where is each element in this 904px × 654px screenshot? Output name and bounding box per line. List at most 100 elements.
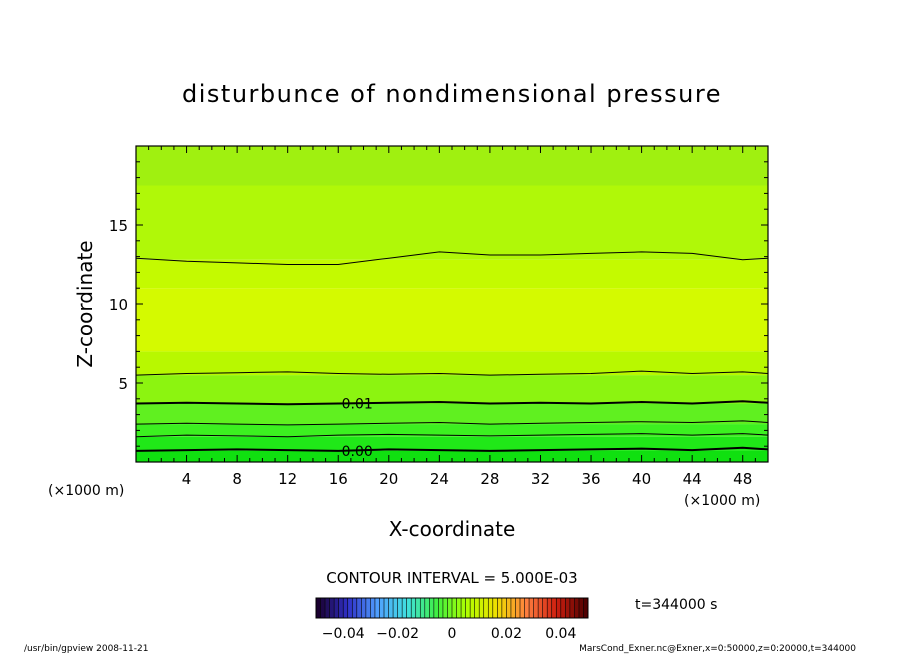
field-bands: [136, 146, 768, 462]
colorbar-cell: [542, 598, 548, 618]
x-tick-label: 48: [733, 470, 752, 488]
colorbar-cell: [325, 598, 330, 618]
y-axis-label: Z-coordinate: [73, 240, 97, 367]
colorbar-cell: [524, 598, 530, 618]
colorbar-tick-label: 0.04: [545, 626, 576, 642]
field-band: [136, 185, 768, 260]
field-band: [136, 424, 768, 437]
colorbar-cell: [334, 598, 339, 618]
colorbar-cell: [497, 598, 502, 618]
colorbar-cell: [461, 598, 466, 618]
colorbar-cell: [515, 598, 520, 618]
colorbar-cell: [547, 598, 552, 618]
colorbar: −0.04 −0.02 0 0.02 0.04: [315, 597, 589, 642]
x-unit-left: (×1000 m): [48, 483, 124, 499]
colorbar-cell: [520, 598, 525, 618]
field-band: [136, 436, 768, 451]
field-band: [136, 351, 768, 376]
colorbar-cell: [379, 598, 384, 618]
colorbar-cell: [411, 598, 416, 618]
contour-line: [136, 433, 768, 438]
colorbar-cell: [470, 598, 475, 618]
colorbar-cell: [356, 598, 362, 618]
chart-title: disturbunce of nondimensional pressure: [182, 80, 722, 108]
field-band: [136, 146, 768, 186]
colorbar-cell: [456, 598, 462, 618]
colorbar-cell: [370, 598, 375, 618]
field-band: [136, 259, 768, 289]
x-tick-label: 40: [632, 470, 651, 488]
x-tick-label: 8: [232, 470, 242, 488]
colorbar-tick-label: −0.04: [322, 626, 365, 642]
contour-line: [136, 400, 768, 406]
contour-label: 0.00: [342, 444, 373, 460]
contour-interval-text: CONTOUR INTERVAL = 5.000E-03: [326, 569, 577, 587]
colorbar-cell: [488, 598, 493, 618]
colorbar-tick-label: 0: [448, 626, 457, 642]
colorbar-cell: [361, 598, 366, 618]
colorbar-cell: [388, 598, 394, 618]
x-tick-label: 12: [278, 470, 297, 488]
colorbar-tick-label: −0.02: [376, 626, 419, 642]
colorbar-cell: [343, 598, 348, 618]
x-axis-label: X-coordinate: [389, 517, 516, 541]
colorbar-cell: [479, 598, 484, 618]
colorbar-cell: [510, 598, 516, 618]
field-band: [136, 375, 768, 404]
colorbar-cell: [393, 598, 398, 618]
x-tick-label: 36: [581, 470, 600, 488]
colorbar-cell: [365, 598, 371, 618]
colorbar-cell: [352, 598, 357, 618]
colorbar-cell: [447, 598, 452, 618]
colorbar-cell: [320, 598, 326, 618]
x-unit-right: (×1000 m): [684, 493, 760, 509]
colorbar-cell: [438, 598, 443, 618]
contour-line: [136, 420, 768, 426]
contour-label: 0.01: [342, 397, 373, 413]
y-tick-label: 5: [118, 375, 128, 393]
colorbar-cell: [574, 598, 579, 618]
colorbar-cell: [420, 598, 425, 618]
colorbar-frame: [315, 597, 589, 619]
colorbar-cell: [501, 598, 507, 618]
colorbar-cell: [316, 598, 321, 618]
colorbar-cell: [384, 598, 389, 618]
colorbar-cell: [529, 598, 534, 618]
contour-line: [136, 251, 768, 265]
colorbar-cell: [551, 598, 557, 618]
colorbar-cell: [424, 598, 430, 618]
colorbar-cell: [442, 598, 448, 618]
colorbar-cell: [569, 598, 575, 618]
x-tick-label: 44: [683, 470, 702, 488]
colorbar-cell: [338, 598, 344, 618]
contour-labels: 0.00 0.01: [342, 397, 373, 460]
colorbar-cell: [452, 598, 457, 618]
colorbar-cell: [538, 598, 543, 618]
colorbar-cell: [565, 598, 570, 618]
x-tick-label: 20: [379, 470, 398, 488]
footer-right: MarsCond_Exner.nc@Exner,x=0:50000,z=0:20…: [579, 644, 856, 654]
contour-line: [136, 370, 768, 376]
colorbar-cell: [397, 598, 403, 618]
x-tick-label: 28: [480, 470, 499, 488]
colorbar-cell: [583, 598, 588, 618]
colorbar-tick-label: 0.02: [491, 626, 522, 642]
colorbar-cell: [415, 598, 421, 618]
colorbar-cell: [433, 598, 439, 618]
colorbar-cell: [556, 598, 561, 618]
contour-lines: [136, 251, 768, 452]
colorbar-cell: [533, 598, 539, 618]
colorbar-cell: [506, 598, 511, 618]
colorbar-cell: [560, 598, 566, 618]
field-band: [136, 288, 768, 352]
colorbar-cell: [374, 598, 380, 618]
colorbar-cell: [406, 598, 412, 618]
field-band: [136, 450, 768, 462]
y-tick-label: 15: [109, 217, 128, 235]
x-tick-label: 24: [430, 470, 449, 488]
x-tick-label: 32: [531, 470, 550, 488]
time-label: t=344000 s: [635, 597, 717, 613]
y-tick-label: 10: [109, 296, 128, 314]
